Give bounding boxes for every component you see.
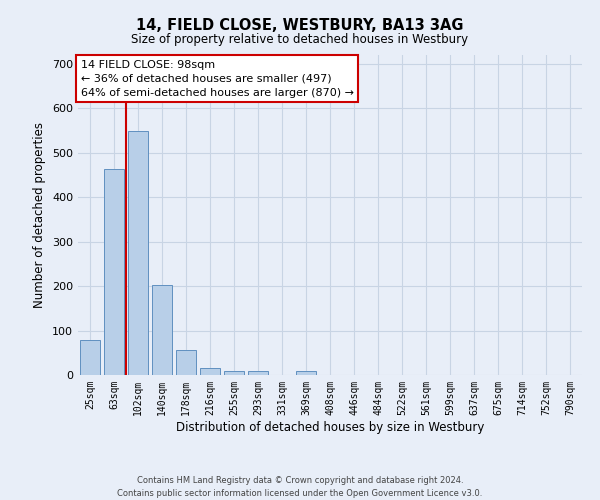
Bar [248,371,268,375]
Bar [296,372,316,375]
Bar [80,340,100,375]
Bar [152,285,172,375]
Text: Size of property relative to detached houses in Westbury: Size of property relative to detached ho… [131,32,469,46]
Text: 14, FIELD CLOSE, WESTBURY, BA13 3AG: 14, FIELD CLOSE, WESTBURY, BA13 3AG [136,18,464,32]
Bar [200,368,220,375]
Bar [104,169,124,375]
X-axis label: Distribution of detached houses by size in Westbury: Distribution of detached houses by size … [176,420,484,434]
Bar [176,350,196,375]
Bar [224,371,244,375]
Text: Contains HM Land Registry data © Crown copyright and database right 2024.
Contai: Contains HM Land Registry data © Crown c… [118,476,482,498]
Bar [128,130,148,375]
Text: 14 FIELD CLOSE: 98sqm
← 36% of detached houses are smaller (497)
64% of semi-det: 14 FIELD CLOSE: 98sqm ← 36% of detached … [80,60,353,98]
Y-axis label: Number of detached properties: Number of detached properties [34,122,46,308]
